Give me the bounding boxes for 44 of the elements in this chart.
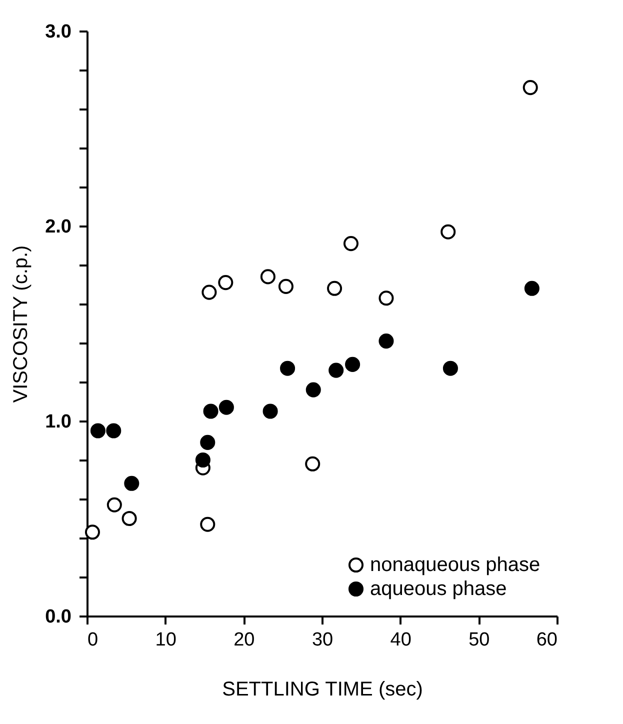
point: [124, 476, 140, 491]
point: [280, 360, 296, 376]
legend-label: nonaqueous phase: [370, 554, 540, 576]
legend-label: aqueous phase: [370, 578, 507, 600]
point: [203, 404, 218, 419]
y-axis-title: VISCOSITY (c.p.): [10, 245, 32, 403]
point: [442, 360, 458, 376]
y-tick-label: 3.0: [45, 22, 72, 42]
x-tick-label: 0: [88, 630, 98, 650]
point: [522, 80, 538, 96]
point: [218, 400, 234, 415]
point: [195, 452, 210, 468]
x-axis-title: SETTLING TIME (sec): [222, 678, 423, 700]
x-tick-label: 50: [468, 630, 490, 650]
point: [328, 362, 344, 378]
x-tick-label: 40: [390, 630, 412, 650]
x-tick-label: 60: [536, 630, 558, 650]
point: [90, 423, 106, 438]
y-tick-label: 2.0: [45, 216, 72, 238]
point: [345, 356, 360, 372]
point: [378, 334, 394, 349]
point: [306, 382, 321, 398]
point: [327, 280, 342, 296]
point: [122, 510, 137, 526]
point: [260, 269, 276, 284]
point: [218, 275, 234, 290]
point: [305, 456, 320, 472]
point: [378, 290, 394, 306]
point: [262, 404, 278, 419]
point: [440, 224, 456, 240]
point: [278, 278, 294, 294]
point: [200, 434, 216, 450]
x-tick-label: 10: [155, 630, 176, 650]
point: [106, 497, 122, 512]
point: [84, 524, 100, 540]
x-tick-label: 20: [234, 630, 255, 650]
point: [200, 516, 216, 532]
point: [202, 284, 217, 300]
point: [343, 236, 358, 252]
point: [106, 423, 122, 438]
x-tick-label: 30: [312, 630, 334, 650]
y-tick-label: 1.0: [45, 412, 72, 432]
y-tick-label: 0.0: [45, 606, 72, 628]
point: [524, 280, 540, 296]
